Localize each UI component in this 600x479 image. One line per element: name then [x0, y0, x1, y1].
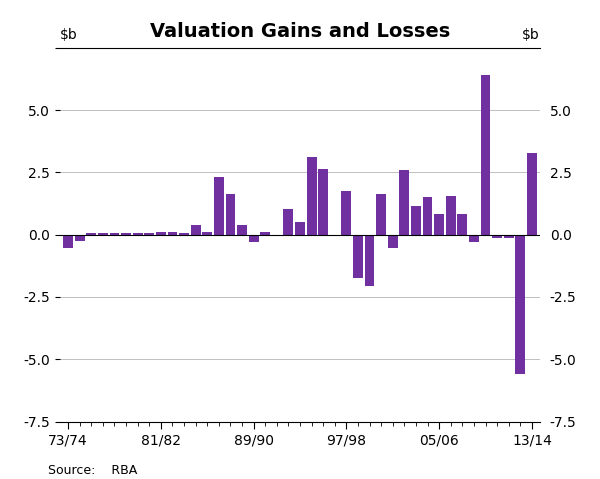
Bar: [260, 232, 270, 235]
Bar: [133, 233, 143, 235]
Bar: [63, 235, 73, 249]
Bar: [434, 214, 444, 235]
Bar: [167, 232, 178, 235]
Bar: [504, 235, 514, 239]
Bar: [481, 75, 490, 235]
Bar: [226, 194, 235, 235]
Bar: [86, 233, 96, 235]
Bar: [98, 233, 108, 235]
Bar: [307, 158, 317, 235]
Bar: [446, 196, 455, 235]
Bar: [492, 235, 502, 239]
Bar: [214, 177, 224, 235]
Bar: [191, 225, 200, 235]
Text: $b: $b: [522, 28, 540, 42]
Bar: [457, 214, 467, 235]
Bar: [422, 197, 433, 235]
Bar: [330, 235, 340, 236]
Bar: [295, 222, 305, 235]
Bar: [411, 206, 421, 235]
Bar: [365, 235, 374, 286]
Bar: [388, 235, 398, 249]
Bar: [283, 208, 293, 235]
Bar: [179, 233, 189, 235]
Bar: [75, 235, 85, 241]
Title: Valuation Gains and Losses: Valuation Gains and Losses: [150, 22, 450, 41]
Text: Source:    RBA: Source: RBA: [48, 464, 137, 477]
Bar: [121, 233, 131, 235]
Bar: [237, 225, 247, 235]
Bar: [527, 152, 537, 235]
Bar: [110, 233, 119, 235]
Bar: [515, 235, 525, 374]
Bar: [400, 170, 409, 235]
Bar: [248, 235, 259, 242]
Text: $b: $b: [60, 28, 78, 42]
Bar: [145, 233, 154, 235]
Bar: [272, 235, 282, 236]
Bar: [318, 169, 328, 235]
Bar: [353, 235, 363, 278]
Bar: [376, 194, 386, 235]
Bar: [156, 232, 166, 235]
Bar: [341, 191, 352, 235]
Bar: [469, 235, 479, 242]
Bar: [202, 232, 212, 235]
